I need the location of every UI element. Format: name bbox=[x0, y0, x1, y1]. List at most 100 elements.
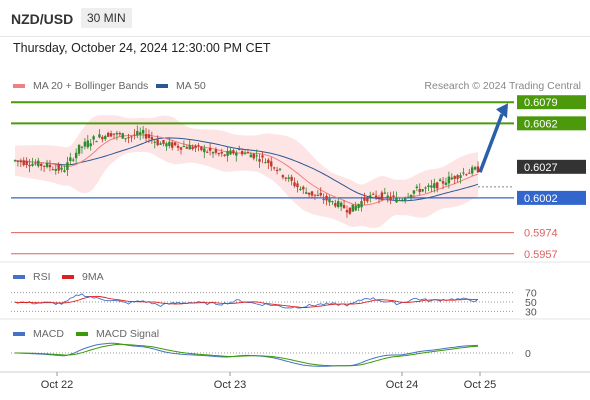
candle-body bbox=[468, 172, 471, 174]
candle-body bbox=[404, 198, 407, 201]
candle-body bbox=[272, 167, 276, 169]
candle-body bbox=[409, 194, 413, 198]
candle-body bbox=[386, 195, 389, 198]
candle-body bbox=[462, 172, 465, 174]
candle-body bbox=[69, 157, 72, 162]
candle-body bbox=[28, 164, 31, 167]
candle-body bbox=[302, 186, 305, 190]
candle-body bbox=[415, 186, 419, 189]
candle-body bbox=[34, 163, 37, 165]
candle-body bbox=[473, 167, 477, 170]
legend-rsi: RSI bbox=[13, 271, 51, 283]
candle-body bbox=[360, 201, 363, 208]
candle-body bbox=[377, 197, 381, 199]
candle-body bbox=[374, 195, 378, 198]
candle-body bbox=[450, 177, 453, 180]
legend-ma20-label: MA 20 + Bollinger Bands bbox=[33, 80, 149, 92]
candle-body bbox=[243, 152, 247, 154]
bollinger-band bbox=[15, 115, 478, 228]
legend-rsi-ma: 9MA bbox=[62, 271, 104, 283]
candle-body bbox=[270, 161, 273, 167]
candle-body bbox=[261, 155, 264, 158]
candle-body bbox=[144, 133, 148, 139]
candle-body bbox=[171, 142, 174, 148]
candle-body bbox=[229, 150, 232, 155]
candle-body bbox=[203, 148, 206, 153]
candle-body bbox=[339, 202, 343, 207]
candle-body bbox=[133, 134, 136, 136]
candle-body bbox=[109, 133, 113, 137]
candle-body bbox=[45, 162, 49, 168]
candle-body bbox=[389, 196, 392, 200]
candle-body bbox=[89, 143, 92, 147]
candle-body bbox=[211, 152, 215, 154]
candle-body bbox=[328, 198, 331, 203]
candle-body bbox=[106, 132, 110, 137]
macd-swatch bbox=[13, 332, 25, 336]
candle-body bbox=[444, 182, 448, 185]
candle-body bbox=[459, 175, 462, 178]
candle-body bbox=[95, 141, 98, 143]
candle-body bbox=[159, 143, 162, 145]
candle-body bbox=[252, 153, 255, 159]
price-label-0-5957: 0.5957 bbox=[524, 249, 558, 261]
candle-body bbox=[83, 141, 87, 147]
candle-body bbox=[430, 185, 433, 188]
macd-line bbox=[15, 342, 479, 367]
candle-body bbox=[127, 137, 130, 139]
candle-body bbox=[357, 204, 360, 208]
price-label-text: 0.5974 bbox=[524, 228, 558, 240]
candle-body bbox=[72, 159, 75, 161]
candle-body bbox=[255, 155, 258, 157]
candle-body bbox=[153, 141, 156, 143]
candle-body bbox=[307, 192, 311, 195]
candle-body bbox=[310, 191, 314, 196]
candle-body bbox=[74, 152, 78, 159]
candle-body bbox=[418, 189, 421, 193]
candle-body bbox=[325, 195, 328, 201]
candle-body bbox=[319, 192, 322, 196]
price-label-text: 0.6002 bbox=[524, 193, 558, 205]
candle-body bbox=[40, 163, 43, 166]
candle-body bbox=[16, 161, 20, 163]
pair-symbol: NZD/USD bbox=[11, 11, 74, 27]
candle-body bbox=[141, 129, 145, 134]
candle-body bbox=[77, 144, 81, 154]
candle-body bbox=[136, 131, 139, 136]
candle-body bbox=[395, 197, 398, 203]
price-label-0-6002: 0.6002 bbox=[517, 190, 586, 205]
ma50-line bbox=[14, 137, 479, 202]
candle-body bbox=[86, 140, 89, 148]
timeframe-button[interactable]: 30 MIN bbox=[81, 8, 132, 28]
price-label-text: 0.6027 bbox=[524, 162, 558, 174]
legend-macd-signal: MACD Signal bbox=[76, 328, 159, 340]
candle-body bbox=[205, 151, 209, 153]
candle-body bbox=[342, 205, 346, 209]
candle-body bbox=[101, 136, 104, 140]
legend-ma50: MA 50 bbox=[156, 80, 206, 92]
price-label-text: 0.6079 bbox=[524, 97, 558, 109]
candle-body bbox=[398, 200, 401, 202]
legend-ma50-label: MA 50 bbox=[176, 80, 206, 92]
candle-body bbox=[162, 140, 165, 144]
candle-body bbox=[304, 192, 308, 194]
candle-body bbox=[337, 201, 340, 208]
candle-body bbox=[412, 190, 416, 194]
price-label-0-6079: 0.6079 bbox=[517, 95, 586, 110]
candle-body bbox=[57, 164, 60, 171]
legend-ma20: MA 20 + Bollinger Bands bbox=[13, 80, 148, 92]
candle-body bbox=[80, 146, 84, 148]
candle-body bbox=[176, 145, 180, 148]
candle-body bbox=[421, 189, 424, 192]
candle-body bbox=[115, 132, 119, 135]
candle-body bbox=[37, 160, 40, 167]
candle-body bbox=[232, 150, 235, 154]
forecast-arrow-shaft bbox=[478, 113, 504, 173]
copyright-text: Research © 2024 Trading Central bbox=[424, 80, 581, 92]
candle-body bbox=[139, 132, 142, 135]
rsi-line bbox=[14, 293, 479, 309]
candle-body bbox=[313, 194, 317, 196]
candle-body bbox=[147, 134, 151, 138]
candle-body bbox=[281, 175, 285, 178]
